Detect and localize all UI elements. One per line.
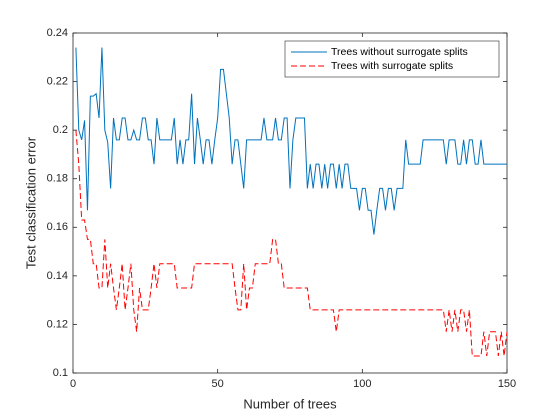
plot-area bbox=[72, 32, 508, 374]
y-tick-label: 0.12 bbox=[47, 318, 68, 330]
y-tick-label: 0.14 bbox=[47, 270, 68, 282]
y-tick-label: 0.22 bbox=[47, 75, 68, 87]
y-tick-label: 0.24 bbox=[47, 27, 68, 39]
y-tick-label: 0.2 bbox=[53, 124, 68, 136]
y-tick-label: 0.1 bbox=[53, 367, 68, 379]
legend-label: Trees with surrogate splits bbox=[331, 60, 453, 72]
data-line bbox=[75, 47, 507, 235]
legend-box bbox=[284, 40, 500, 78]
x-tick-label: 100 bbox=[353, 378, 371, 390]
x-tick-label: 50 bbox=[212, 378, 224, 390]
x-axis-label: Number of trees bbox=[243, 396, 337, 411]
x-tick-label: 150 bbox=[498, 378, 516, 390]
y-tick-label: 0.18 bbox=[47, 173, 68, 185]
x-tick-label: 0 bbox=[70, 378, 76, 390]
legend-label: Trees without surrogate splits bbox=[331, 46, 468, 58]
y-tick-label: 0.16 bbox=[47, 221, 68, 233]
data-line bbox=[75, 130, 508, 357]
y-axis-label: Test classification error bbox=[23, 136, 38, 269]
